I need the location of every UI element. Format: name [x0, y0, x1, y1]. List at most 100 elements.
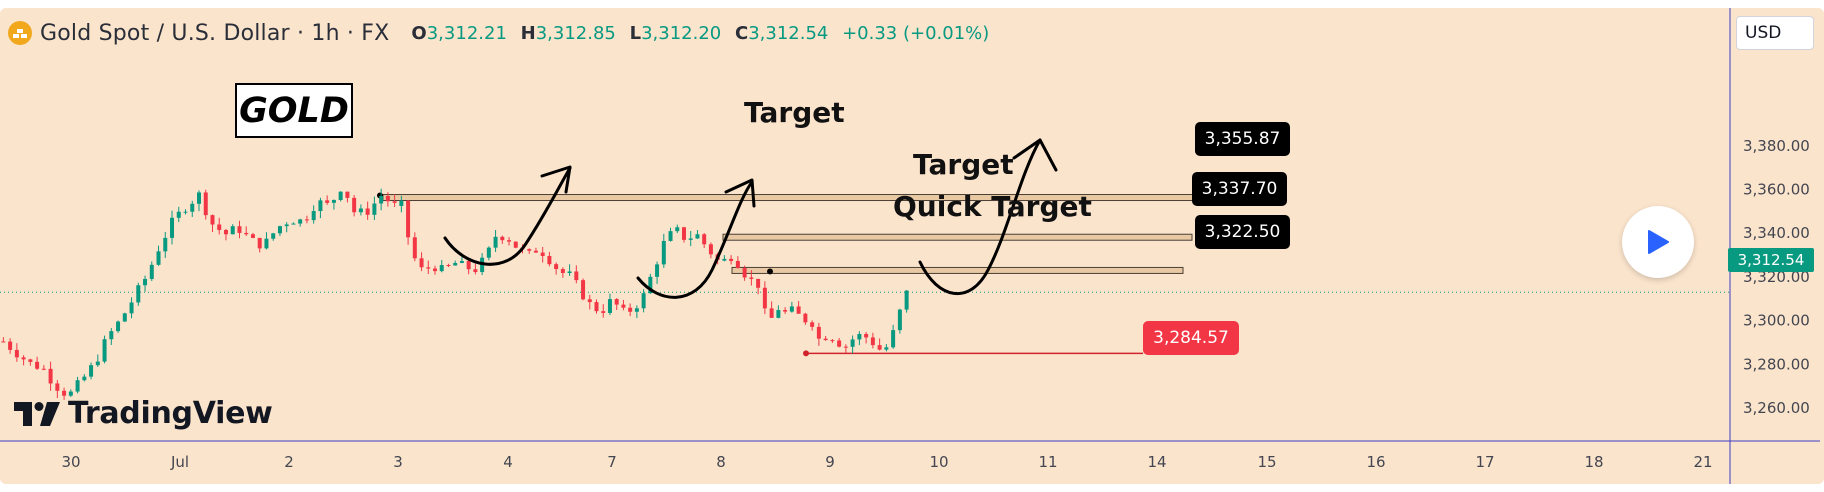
candle-body — [399, 200, 404, 206]
candle-body — [406, 200, 411, 238]
symbol-header[interactable]: Gold Spot / U.S. Dollar · 1h · FX O3,312… — [8, 18, 997, 48]
arrow-head-1 — [540, 165, 572, 194]
candle-body — [257, 237, 262, 249]
candle-body — [621, 304, 626, 308]
candle-body — [837, 340, 842, 347]
candle-body — [298, 219, 303, 224]
candle-body — [62, 390, 67, 396]
candle-body — [149, 264, 154, 279]
candle-body — [311, 211, 316, 221]
candle-body — [500, 236, 505, 241]
candle-body — [648, 276, 653, 294]
candle-body — [75, 380, 80, 392]
candle-body — [277, 226, 282, 234]
candle-body — [850, 339, 855, 347]
close-value: 3,312.54 — [748, 22, 829, 44]
projection-curve-1 — [443, 166, 572, 266]
candle-body — [708, 244, 713, 255]
candle-body — [675, 227, 680, 232]
candle-body — [291, 223, 296, 225]
candle-body — [453, 262, 458, 266]
quick-target-anchor — [767, 268, 773, 275]
candle-body — [540, 252, 545, 256]
candle-body — [412, 237, 417, 259]
candle-body — [789, 306, 794, 312]
candle-body — [864, 333, 869, 338]
gold-bars-icon — [8, 21, 32, 45]
candle-body — [163, 237, 168, 252]
candle-body — [358, 208, 363, 213]
price-tick-label: 3,300.00 — [1743, 312, 1810, 330]
candle-body — [810, 322, 815, 327]
gold-label: GOLD — [235, 83, 353, 138]
time-tick-label: 18 — [1584, 453, 1603, 471]
candle-body — [143, 278, 148, 286]
time-tick-label: 9 — [825, 453, 835, 471]
high-label: H — [520, 22, 536, 44]
target-2-price-tag: 3,337.70 — [1192, 172, 1287, 206]
price-tick-label: 3,340.00 — [1743, 224, 1810, 242]
candle-body — [769, 308, 774, 318]
candle-body — [762, 287, 767, 309]
candle-body — [735, 260, 740, 268]
time-tick-label: 10 — [929, 453, 948, 471]
time-tick-label: 14 — [1147, 453, 1166, 471]
time-tick-label: 16 — [1366, 453, 1385, 471]
tradingview-logo-icon — [14, 401, 60, 426]
candle-body — [634, 308, 639, 312]
support-anchor — [803, 350, 809, 357]
candle-body — [304, 219, 309, 221]
candle-body — [655, 264, 660, 277]
candle-body — [702, 234, 707, 245]
close-label: C — [734, 22, 749, 44]
candle-body — [473, 269, 478, 273]
candle-body — [352, 197, 357, 213]
candle-body — [607, 299, 612, 313]
play-button[interactable] — [1622, 206, 1694, 278]
candle-body — [230, 226, 235, 235]
candle-body — [419, 258, 424, 268]
candle-body — [533, 250, 538, 253]
candle-body — [547, 255, 552, 265]
candle-body — [843, 346, 848, 348]
arrow-head-2 — [724, 178, 756, 208]
time-tick-label: 7 — [607, 453, 617, 471]
candle-body — [601, 311, 606, 313]
currency-selector[interactable]: USD — [1736, 16, 1814, 50]
time-tick-label: 8 — [716, 453, 726, 471]
candle-body — [41, 368, 46, 370]
candle-body — [129, 302, 134, 314]
time-tick-label: 4 — [503, 453, 513, 471]
candle-body — [560, 269, 565, 274]
candle-body — [554, 264, 559, 270]
current-price-label: 3,312.54 — [1728, 248, 1814, 272]
candle-body — [614, 299, 619, 305]
candle-body — [35, 361, 40, 369]
candle-body — [48, 368, 53, 384]
quick-target-zone — [731, 266, 1184, 274]
open-label: O — [411, 22, 427, 44]
time-tick-label: 2 — [284, 453, 294, 471]
high-value: 3,312.85 — [535, 22, 616, 44]
candle-body — [210, 215, 215, 225]
support-price-tag: 3,284.57 — [1143, 321, 1239, 355]
candle-body — [783, 310, 788, 312]
candle-body — [21, 357, 26, 360]
candle-body — [466, 261, 471, 270]
ohlc-readout: O3,312.21 H3,312.85 L3,312.20 C3,312.54 … — [411, 23, 997, 44]
candle-body — [796, 306, 801, 314]
candle-body — [102, 339, 107, 362]
candle-body — [89, 365, 94, 377]
candle-body — [385, 196, 390, 202]
low-value: 3,312.20 — [641, 22, 722, 44]
time-tick-label: Jul — [170, 453, 189, 471]
candle-body — [681, 227, 686, 240]
candle-body — [486, 247, 491, 258]
candle-body — [325, 200, 330, 203]
candle-body — [756, 278, 761, 288]
candle-body — [170, 217, 175, 238]
candle-body — [823, 338, 828, 341]
logo-text: TradingView — [68, 396, 273, 431]
candle-body — [237, 226, 242, 233]
